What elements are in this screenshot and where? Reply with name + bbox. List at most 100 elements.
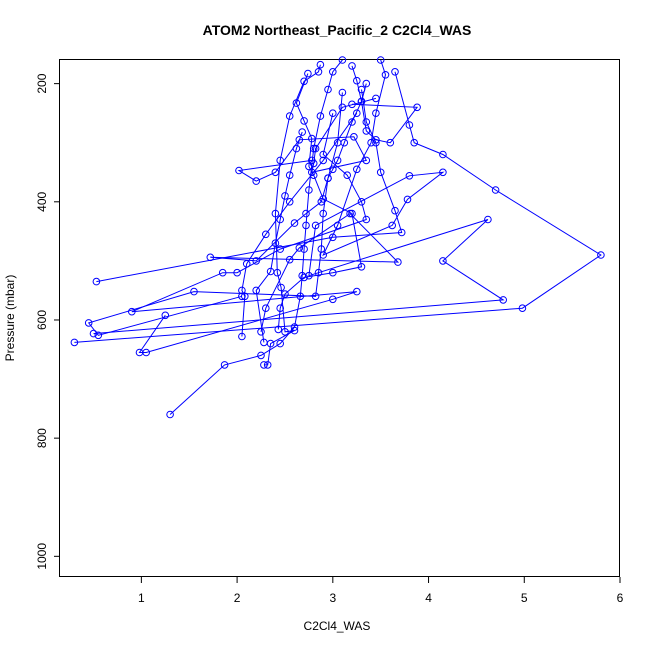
x-tick-label: 5 — [521, 591, 528, 605]
data-point — [218, 268, 227, 277]
profile-series — [128, 109, 371, 357]
data-point — [305, 186, 313, 194]
data-point — [491, 186, 500, 194]
data-point — [276, 156, 285, 165]
data-point — [329, 268, 337, 277]
data-point — [220, 361, 229, 369]
data-point — [367, 138, 375, 147]
series-line — [93, 59, 505, 335]
data-point — [238, 332, 246, 341]
data-point — [353, 165, 361, 174]
series-line — [87, 92, 343, 336]
profile-series — [274, 69, 366, 334]
data-point — [302, 209, 310, 218]
data-point — [70, 338, 79, 347]
data-point — [319, 156, 328, 165]
data-point — [338, 56, 347, 64]
data-point — [362, 127, 371, 135]
profile-series — [166, 56, 347, 419]
series-layer — [70, 56, 605, 419]
data-point — [161, 311, 170, 320]
data-point — [285, 198, 294, 206]
data-point — [362, 118, 371, 126]
data-point — [235, 166, 243, 175]
data-point — [89, 329, 98, 338]
data-point — [257, 351, 265, 360]
series-line — [96, 89, 403, 283]
data-point — [357, 97, 366, 106]
data-point — [314, 68, 323, 76]
data-point — [285, 171, 294, 179]
data-point — [295, 136, 304, 144]
data-point — [391, 206, 399, 215]
data-point — [348, 118, 356, 126]
series-line — [277, 73, 363, 330]
data-point — [405, 172, 414, 180]
data-point — [271, 209, 280, 218]
data-point — [128, 307, 136, 316]
data-point — [386, 138, 395, 147]
data-point — [292, 99, 301, 107]
data-point — [413, 103, 421, 112]
data-point — [298, 128, 307, 136]
data-point — [362, 215, 371, 224]
data-point — [166, 410, 174, 419]
data-point — [300, 273, 308, 282]
data-point — [252, 257, 261, 265]
data-point — [319, 209, 328, 218]
data-point — [329, 165, 337, 174]
data-point — [262, 230, 270, 239]
data-point — [206, 253, 215, 262]
x-tick-label: 4 — [425, 591, 432, 605]
data-point — [257, 328, 265, 336]
data-point — [263, 361, 272, 369]
data-point — [314, 268, 323, 277]
data-point — [285, 112, 294, 120]
data-point — [271, 168, 280, 177]
profile-series — [206, 79, 402, 336]
y-axis: 200 400 600 800 1000 — [35, 73, 60, 570]
y-tick-label: 600 — [35, 310, 49, 330]
data-point — [346, 209, 354, 218]
profile-series — [260, 60, 325, 369]
data-point — [316, 60, 325, 69]
data-point — [329, 68, 337, 76]
data-point — [353, 76, 361, 85]
x-axis: 1 2 3 4 5 6 — [138, 577, 624, 605]
data-point — [499, 296, 508, 304]
data-point — [276, 339, 285, 348]
data-point — [276, 215, 285, 224]
data-point — [372, 138, 380, 147]
data-point — [94, 331, 103, 340]
data-point — [300, 117, 308, 125]
data-point — [372, 94, 380, 103]
profile-series — [235, 94, 380, 185]
data-point — [348, 209, 356, 218]
data-point — [311, 292, 320, 301]
data-point — [338, 88, 347, 97]
data-point — [394, 258, 402, 266]
data-point — [439, 257, 447, 265]
data-point — [319, 251, 328, 259]
data-point — [353, 109, 361, 117]
data-point — [238, 286, 246, 295]
data-point — [271, 239, 280, 247]
data-point — [340, 138, 349, 147]
data-point — [304, 69, 312, 78]
data-point — [329, 233, 337, 242]
x-axis-label: C2Cl4_WAS — [304, 619, 371, 633]
data-point — [260, 361, 268, 369]
data-point — [319, 150, 328, 159]
data-point — [391, 68, 399, 76]
data-point — [333, 156, 342, 165]
data-point — [308, 156, 316, 165]
data-point — [484, 215, 492, 224]
x-tick-label: 2 — [234, 591, 241, 605]
data-point — [439, 168, 447, 177]
data-point — [376, 168, 385, 177]
data-point — [350, 133, 358, 141]
data-point — [190, 287, 198, 296]
data-point — [311, 144, 320, 153]
data-point — [92, 277, 101, 286]
